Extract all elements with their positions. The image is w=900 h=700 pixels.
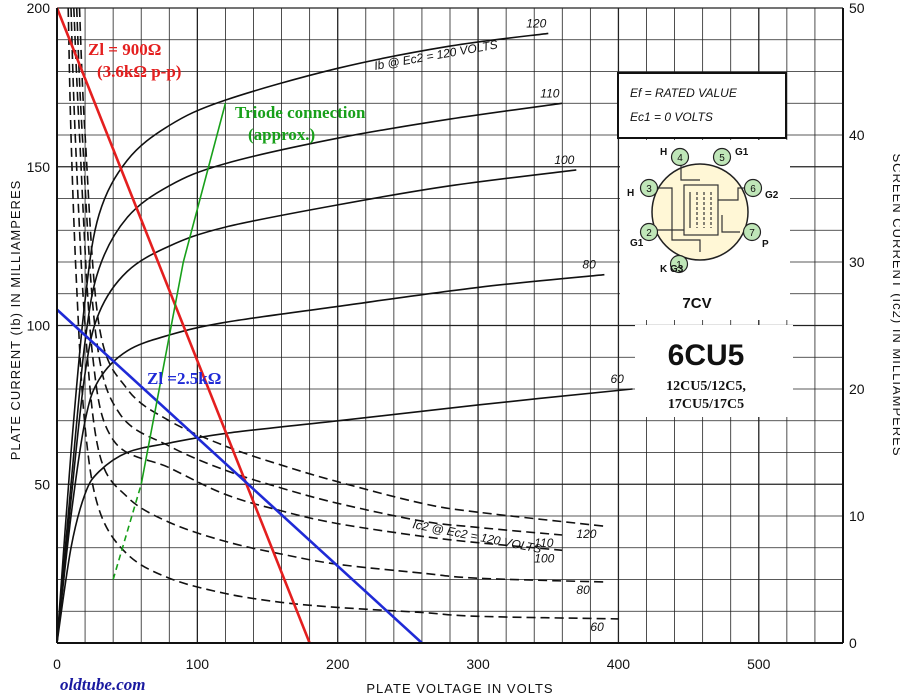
screen-curve-label-80: 80 [576,583,590,597]
tube-variant-2: 17CU5/17C5 [668,397,744,412]
tube-pin-1 [669,254,689,274]
tube-pin-6 [743,178,763,198]
triode-line-dashed [112,484,142,580]
triode-line [140,103,227,485]
x-tick-label: 500 [747,656,771,672]
y2-tick-label: 50 [849,0,865,16]
y-axis-label: PLATE CURRENT (Ib) IN MILLIAMPERES [8,180,23,461]
triode-label-2: (approx.) [248,125,315,144]
triode-label-1: Triode connection [235,103,366,122]
info-line-2: Ec1 = 0 VOLTS [630,110,713,124]
tube-pin-number: 7 [749,228,755,239]
info-box: Ef = RATED VALUE Ec1 = 0 VOLTS [617,72,787,139]
tube-pin-3 [639,178,659,198]
y2-axis-label: SCREEN CURRENT (Ic2) IN MILLIAMPERES [890,153,900,456]
screen-curve-80 [70,7,605,583]
axes: 0 100 200 300 400 500 50 100 150 200 0 10 20 30 40 50 [27,0,865,672]
plate-curve-label-80: 80 [582,258,596,272]
tube-pin-4 [670,147,690,167]
tube-pin-label: G1 [735,147,749,158]
tube-pin-number: 5 [719,153,725,164]
screen-curve-60 [67,7,619,620]
load-line-900 [55,7,311,644]
tube-pin-2 [639,222,659,242]
tube-name-block: 6CU5 12CU5/12C5, 17CU5/17C5 [635,325,793,417]
tube-name: 6CU5 [668,339,745,372]
load-line-900-label-2: (3.6kΩ p-p) [97,62,181,81]
tube-variant-1: 12CU5/12C5, [666,379,746,394]
screen-curve-label-110: 110 [534,536,553,550]
y2-tick-label: 40 [849,127,865,143]
tube-base-label: 7CV [682,295,711,312]
screen-curve-label-100: 100 [534,551,554,565]
tube-pin-number: 6 [750,184,756,195]
x-tick-label: 0 [53,656,61,672]
load-line-900-label-1: Zl = 900Ω [88,40,161,59]
plate-curve-110 [56,102,563,644]
plate-series-label: Ib @ Ec2 = 120 VOLTS [373,37,499,72]
x-tick-label: 200 [326,656,350,672]
tube-pin-label: P [762,239,769,250]
tube-pin-7 [742,222,762,242]
tube-pin-number: 3 [646,184,652,195]
info-line-1: Ef = RATED VALUE [630,86,738,100]
tube-pin-label: H [660,147,667,158]
tube-pin-number: 4 [677,153,683,164]
tube-pin-label: G1 [630,238,644,249]
plate-curve-80 [56,273,605,644]
screen-series-label: Ic2 @ Ec2 = 120 VOLTS [411,517,542,556]
tube-pin-number: 2 [646,228,652,239]
tube-pin-label: H [627,188,634,199]
y-tick-label: 100 [27,318,51,334]
plate-curve-label-100: 100 [554,153,574,167]
tube-pin-label: G2 [765,190,779,201]
x-axis-label: PLATE VOLTAGE IN VOLTS [366,681,553,696]
y-tick-label: 200 [27,0,51,16]
y2-tick-label: 20 [849,381,865,397]
watermark: oldtube.com [60,675,145,694]
plate-curve-label-120: 120 [526,16,546,30]
screen-curve-100 [73,7,563,552]
x-tick-label: 100 [186,656,210,672]
y-tick-label: 50 [34,476,50,492]
x-tick-label: 300 [466,656,490,672]
plate-curve-100 [56,169,577,644]
tube-pin-label: K G3 [660,264,684,275]
screen-curve-label-120: 120 [576,527,596,541]
plate-curve-120 [56,32,549,644]
screen-curve-label-60: 60 [590,620,604,634]
tube-pin-number: 1 [676,260,682,271]
screen-curve-110 [75,7,563,536]
plate-curve-60 [56,388,633,644]
y-tick-label: 150 [27,159,51,175]
screen-curve-120 [78,7,605,527]
plate-curve-label-110: 110 [540,86,559,100]
x-tick-label: 400 [607,656,631,672]
y2-tick-label: 0 [849,635,857,651]
load-line-2.5k-label: Zl =2.5kΩ [147,369,221,388]
load-line-2.5k [56,308,423,644]
plate-curve-label-60: 60 [610,372,624,386]
y2-tick-label: 30 [849,254,865,270]
y2-tick-label: 10 [849,508,865,524]
tube-pin-5 [712,147,732,167]
overlays [55,7,423,644]
